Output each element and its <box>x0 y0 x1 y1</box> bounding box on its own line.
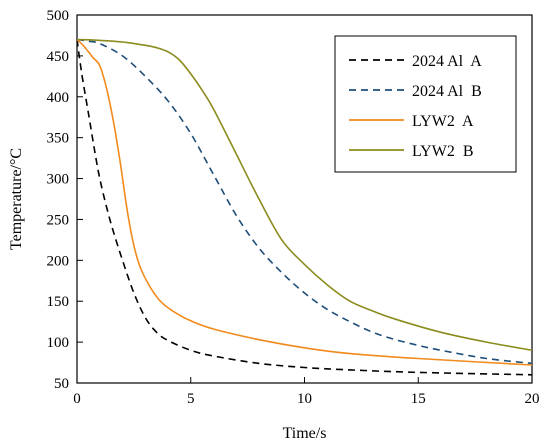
x-tick-label: 15 <box>411 391 426 407</box>
series-line-2 <box>76 38 533 365</box>
y-tick-label: 50 <box>54 376 69 392</box>
y-tick-label: 450 <box>47 49 70 65</box>
y-tick-label: 150 <box>47 294 70 310</box>
legend-label: 2024 Al B <box>412 83 482 100</box>
legend-label: LYW2 B <box>412 143 474 160</box>
y-tick-label: 400 <box>47 90 70 106</box>
series-line-3 <box>76 38 533 366</box>
legend-label: LYW2 A <box>412 113 474 130</box>
legend-label: 2024 Al A <box>412 53 482 70</box>
x-tick-label: 10 <box>297 391 312 407</box>
series-line-1 <box>76 39 533 376</box>
y-axis-title: Temperature/°C <box>8 148 25 250</box>
y-tick-label: 200 <box>47 253 70 269</box>
legend: 2024 Al A 2024 Al B LYW2 A LYW2 B <box>334 35 517 173</box>
y-tick-label: 350 <box>47 131 70 147</box>
x-tick-label: 0 <box>73 391 81 407</box>
x-tick-label: 5 <box>187 391 195 407</box>
x-axis-title: Time/s <box>283 425 327 442</box>
y-tick-label: 250 <box>47 212 70 228</box>
x-tick-label: 20 <box>525 391 540 407</box>
y-tick-label: 100 <box>47 335 70 351</box>
tick-layer: 0 5 10 15 20 50 100 150 200 250 300 350 400 450 500 <box>47 8 540 407</box>
y-tick-label: 300 <box>47 172 70 188</box>
y-tick-label: 500 <box>47 8 70 24</box>
series-line-4 <box>76 38 533 352</box>
series-layer <box>76 38 533 376</box>
